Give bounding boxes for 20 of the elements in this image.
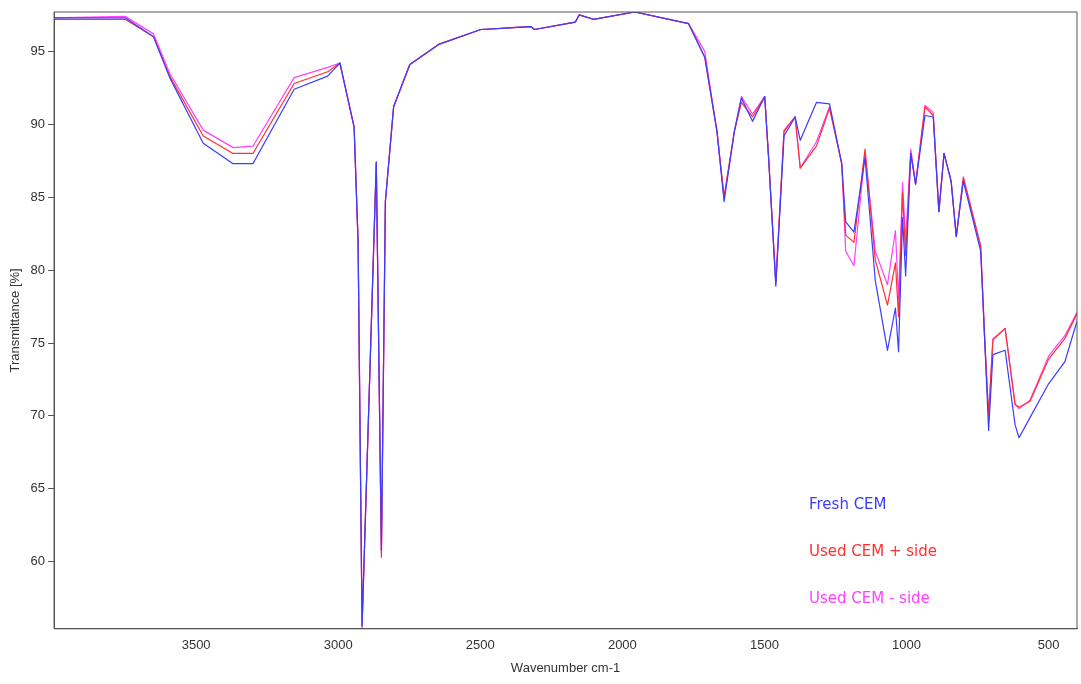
x-axis-title: Wavenumber cm-1 bbox=[510, 659, 621, 675]
y-tick-label: 75 bbox=[30, 334, 46, 350]
x-tick-label: 3000 bbox=[323, 637, 353, 653]
text: Fresh CEM bbox=[808, 494, 887, 513]
y-tick-label: 60 bbox=[30, 553, 46, 569]
x-tick-label: 2500 bbox=[465, 637, 495, 653]
text: Used CEM - side bbox=[808, 588, 930, 607]
y-tick-label: 65 bbox=[30, 480, 46, 496]
y-axis-title: Transmittance [%] bbox=[7, 268, 23, 373]
x-tick-label: 2000 bbox=[607, 637, 637, 653]
x-tick-label: 3500 bbox=[181, 637, 211, 653]
y-tick-label: 85 bbox=[30, 188, 46, 204]
x-tick-label: 1500 bbox=[749, 637, 779, 653]
x-tick-label: 500 bbox=[1037, 637, 1060, 653]
y-tick-label: 80 bbox=[30, 261, 46, 277]
y-tick-label: 95 bbox=[30, 42, 46, 58]
y-tick-label: 90 bbox=[30, 115, 46, 131]
text: Used CEM + side bbox=[808, 541, 937, 560]
y-tick-label: 70 bbox=[30, 407, 46, 423]
x-tick-label: 1000 bbox=[892, 637, 921, 653]
